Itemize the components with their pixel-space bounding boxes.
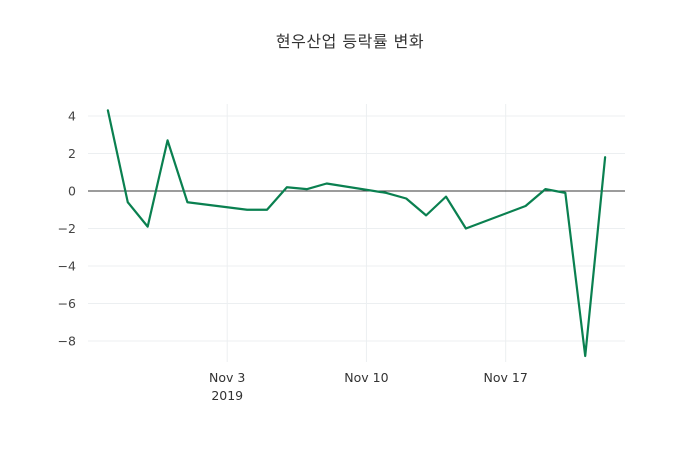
y-axis-tick-label: 0: [68, 184, 76, 199]
series-layer: [106, 109, 607, 358]
x-axis-tick-labels: Nov 3 2019 Nov 10 Nov 17: [209, 370, 528, 403]
series-line: [106, 109, 607, 358]
y-axis-tick-labels: 4 2 0 −2 −4 −6 −8: [58, 109, 76, 349]
x-axis-year-label: 2019: [211, 388, 243, 403]
grid-layer: [88, 104, 625, 362]
y-axis-tick-label: −6: [58, 296, 76, 311]
x-axis-tick-label: Nov 10: [344, 370, 388, 385]
chart-title: 현우산업 등락률 변화: [275, 32, 425, 51]
x-axis-tick-label: Nov 17: [484, 370, 528, 385]
y-axis-tick-label: 4: [68, 109, 76, 124]
y-axis-tick-label: −4: [58, 259, 76, 274]
y-axis-tick-label: −2: [58, 221, 76, 236]
y-axis-tick-label: −8: [58, 334, 76, 349]
y-axis-tick-label: 2: [68, 146, 76, 161]
x-axis-tick-label: Nov 3: [209, 370, 245, 385]
